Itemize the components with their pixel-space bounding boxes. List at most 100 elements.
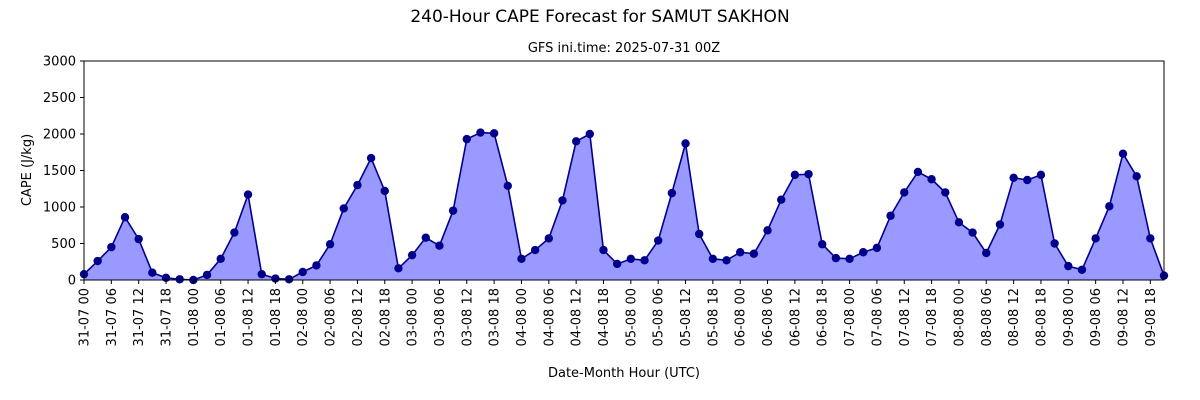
- data-point-34: [544, 234, 554, 243]
- data-point-35: [558, 196, 567, 205]
- data-point-15: [284, 275, 294, 284]
- data-point-76: [1118, 149, 1128, 158]
- data-point-33: [530, 245, 540, 255]
- x-tick-label-21: 05-08 06: [652, 288, 667, 346]
- x-tick-label-38: 09-08 12: [1116, 288, 1131, 346]
- x-tick-label-39: 09-08 18: [1144, 288, 1159, 346]
- data-point-26: [435, 241, 444, 250]
- data-point-59: [886, 211, 895, 220]
- data-point-61: [913, 167, 923, 177]
- x-tick-label-0: 31-07 00: [78, 288, 93, 346]
- data-point-49: [749, 249, 759, 258]
- data-point-5: [148, 268, 157, 277]
- data-point-24: [407, 250, 417, 260]
- chart-subtitle: GFS ini.time: 2025-07-31 00Z: [528, 41, 720, 56]
- data-point-37: [585, 129, 595, 139]
- cape-area-fill: [84, 132, 1164, 280]
- data-point-47: [722, 256, 731, 265]
- x-tick-label-19: 04-08 18: [597, 288, 612, 346]
- data-point-27: [448, 206, 458, 215]
- x-tick-label-1: 31-07 06: [105, 288, 120, 346]
- x-tick-label-7: 01-08 18: [269, 288, 284, 346]
- x-tick-label-4: 01-08 00: [187, 288, 202, 346]
- x-tick-label-26: 06-08 12: [788, 288, 803, 346]
- x-tick-label-28: 07-08 00: [843, 288, 858, 346]
- data-point-70: [1036, 170, 1046, 180]
- data-point-12: [243, 190, 253, 199]
- data-point-60: [900, 188, 909, 197]
- data-point-39: [612, 259, 622, 269]
- plot-area: 0 500 1000 1500 2000 2500 3000 31-07 00 31-07 06…: [43, 55, 1169, 346]
- data-point-57: [859, 248, 868, 257]
- chart-title: 240-Hour CAPE Forecast for SAMUT SAKHON: [410, 7, 789, 27]
- x-tick-label-35: 08-08 18: [1034, 288, 1049, 346]
- data-point-3: [120, 213, 130, 222]
- data-point-68: [1009, 173, 1018, 182]
- x-tick-label-11: 02-08 18: [378, 288, 393, 346]
- data-point-58: [872, 243, 882, 253]
- data-point-9: [202, 270, 212, 280]
- x-tick-label-24: 06-08 00: [734, 288, 749, 346]
- x-tick-label-12: 03-08 00: [406, 288, 421, 346]
- data-point-36: [571, 137, 581, 146]
- data-point-7: [175, 275, 184, 284]
- x-tick-label-27: 06-08 18: [816, 288, 831, 346]
- data-point-11: [230, 228, 239, 237]
- x-tick-label-16: 04-08 00: [515, 288, 530, 346]
- data-point-38: [599, 245, 608, 255]
- data-point-30: [489, 129, 499, 138]
- data-point-50: [763, 226, 772, 235]
- x-tick-label-20: 05-08 00: [624, 288, 639, 346]
- data-point-62: [927, 175, 936, 184]
- x-tick-label-15: 03-08 18: [488, 288, 503, 346]
- y-tick-label-0: 0: [68, 274, 76, 289]
- y-tick-label-1000: 1000: [43, 201, 76, 216]
- data-point-69: [1023, 175, 1032, 185]
- y-axis-label: CAPE (J/kg): [20, 134, 35, 206]
- data-point-19: [339, 204, 348, 213]
- data-point-32: [517, 254, 526, 264]
- data-point-10: [216, 254, 225, 264]
- data-point-78: [1146, 234, 1155, 243]
- y-tick-label-500: 500: [51, 237, 76, 252]
- x-tick-label-6: 01-08 12: [242, 288, 257, 346]
- y-tick-label-2500: 2500: [43, 91, 76, 106]
- x-tick-label-31: 07-08 18: [925, 288, 940, 346]
- x-tick-label-25: 06-08 06: [761, 288, 776, 346]
- x-tick-label-17: 04-08 06: [542, 288, 557, 346]
- data-point-20: [353, 180, 362, 190]
- data-point-73: [1077, 265, 1087, 274]
- data-point-48: [736, 248, 745, 257]
- x-tick-label-5: 01-08 06: [214, 288, 229, 346]
- y-tick-label-3000: 3000: [43, 55, 76, 70]
- x-tick-label-14: 03-08 12: [460, 288, 475, 346]
- x-tick-label-32: 08-08 00: [952, 288, 967, 346]
- x-tick-label-37: 09-08 06: [1089, 288, 1104, 346]
- data-point-71: [1050, 239, 1059, 248]
- data-point-77: [1132, 172, 1141, 181]
- data-point-56: [845, 254, 854, 264]
- x-tick-label-34: 08-08 12: [1007, 288, 1022, 346]
- data-point-18: [325, 240, 335, 249]
- data-point-28: [462, 134, 471, 144]
- data-point-29: [476, 128, 485, 137]
- data-point-75: [1105, 202, 1114, 211]
- data-point-44: [681, 139, 690, 148]
- x-tick-label-3: 31-07 18: [160, 288, 175, 346]
- x-tick-label-18: 04-08 12: [570, 288, 585, 346]
- x-tick-label-9: 02-08 06: [324, 288, 339, 346]
- data-point-23: [394, 264, 403, 273]
- data-point-17: [312, 261, 321, 270]
- data-point-2: [107, 242, 116, 252]
- x-tick-label-10: 02-08 12: [351, 288, 366, 346]
- x-tick-label-8: 02-08 00: [296, 288, 311, 346]
- data-point-16: [298, 267, 307, 277]
- data-point-4: [134, 234, 143, 244]
- data-point-42: [653, 236, 663, 245]
- x-tick-label-22: 05-08 12: [679, 288, 694, 346]
- data-point-72: [1064, 261, 1073, 271]
- data-point-13: [257, 269, 266, 279]
- data-point-52: [790, 170, 800, 180]
- data-point-63: [941, 188, 950, 197]
- x-tick-label-30: 07-08 12: [898, 288, 913, 346]
